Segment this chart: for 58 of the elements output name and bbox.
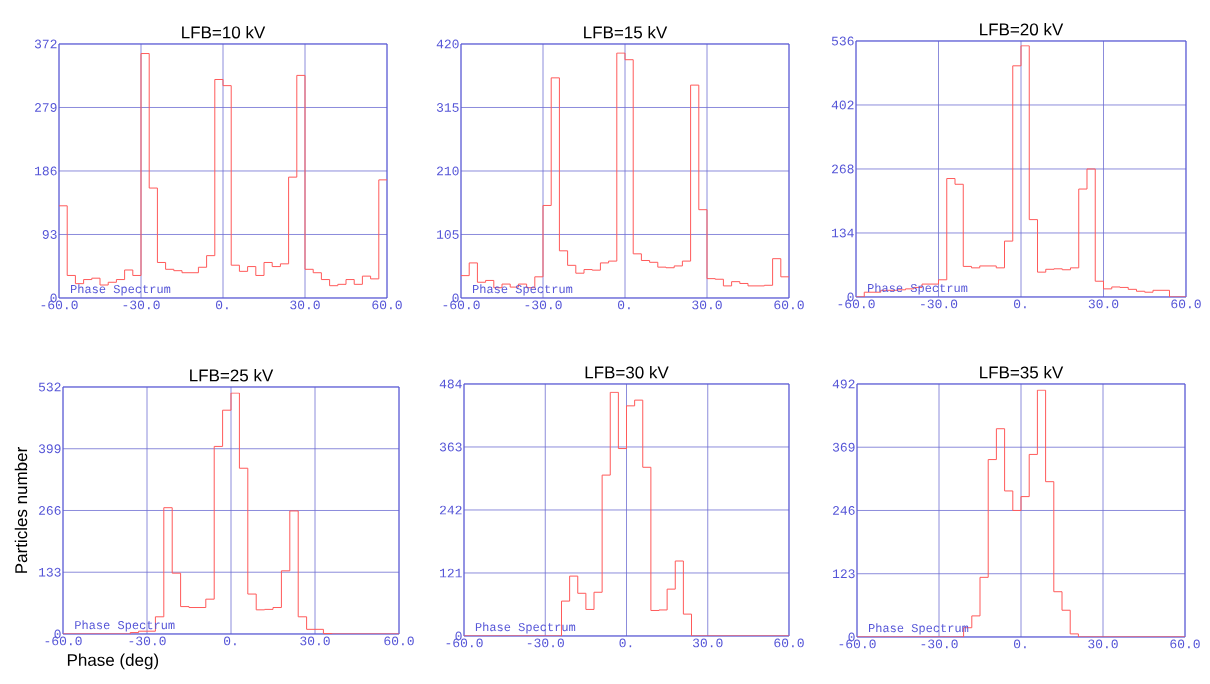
y-tick-label: 266	[38, 506, 61, 515]
y-tick-label: 399	[38, 444, 61, 454]
x-tick-label: -30.0	[525, 300, 562, 310]
y-tick-label: 420	[436, 39, 459, 49]
x-tick-label: -30.0	[527, 638, 564, 648]
x-tick-label: 0.	[1013, 299, 1026, 309]
x-tick-label: 0.	[1013, 639, 1026, 649]
y-tick-label: 186	[35, 166, 57, 176]
y-tick-label: 369	[832, 442, 855, 452]
x-tick-label: 0.	[619, 638, 632, 648]
x-tick-label: 30.0	[1088, 639, 1118, 649]
y-tick-label: 210	[436, 166, 459, 176]
x-tick-label: 60.0	[372, 300, 402, 310]
y-tick-label: 133	[39, 567, 61, 577]
x-tick-label: 30.0	[300, 636, 330, 646]
x-tick-label: 30.0	[692, 300, 722, 310]
x-tick-label: -30.0	[921, 639, 958, 649]
x-tick-label: 60.0	[1170, 639, 1200, 649]
chart-title: LFB=35 kV	[980, 365, 1064, 379]
x-tick-label: 30.0	[290, 300, 320, 310]
y-tick-label: 134	[832, 228, 854, 238]
x-tick-label: 30.0	[692, 638, 723, 648]
x-tick-label: 0.	[215, 300, 228, 310]
y-tick-label: 121	[440, 568, 462, 578]
y-tick-label: 492	[832, 379, 855, 389]
y-tick-label: 402	[831, 100, 854, 110]
chart-title: LFB=15 kV	[584, 25, 668, 39]
chart-title: LFB=20 kV	[980, 22, 1064, 36]
y-tick-label: 536	[831, 36, 854, 46]
y-tick-label: 372	[34, 39, 57, 49]
y-tick-label: 242	[439, 505, 462, 515]
y-tick-label: 105	[437, 230, 459, 239]
x-tick-label: 60.0	[774, 638, 804, 648]
x-tick-label: 60.0	[384, 636, 414, 646]
x-tick-label: 30.0	[1088, 299, 1119, 309]
y-tick-label: 484	[439, 379, 462, 389]
x-tick-label: -30.0	[129, 636, 166, 646]
chart-title: LFB=30 kV	[585, 365, 669, 379]
chart-title: LFB=10 kV	[182, 25, 266, 39]
chart-title: LFB=25 kV	[190, 368, 274, 382]
y-tick-label: 268	[831, 164, 854, 174]
x-tick-label: 60.0	[774, 300, 804, 310]
y-tick-label: 532	[38, 382, 61, 392]
annotation: Phase Spectrum	[71, 284, 171, 296]
y-tick-label: 123	[833, 569, 855, 579]
y-tick-label: 315	[436, 103, 459, 112]
x-tick-label: 0.	[223, 636, 236, 646]
x-tick-label: 60.0	[1171, 299, 1201, 309]
x-axis-title: Phase (deg)	[67, 653, 159, 670]
x-tick-label: -30.0	[921, 299, 958, 309]
y-axis-title: Particles number	[14, 447, 28, 573]
x-tick-label: -30.0	[123, 300, 160, 310]
y-tick-label: 363	[439, 442, 462, 452]
annotation: Phase Spectrum	[473, 284, 573, 296]
y-tick-label: 279	[34, 103, 57, 112]
x-tick-label: 0.	[617, 300, 630, 310]
y-tick-label: 246	[832, 506, 855, 515]
y-tick-label: 93	[42, 230, 57, 239]
